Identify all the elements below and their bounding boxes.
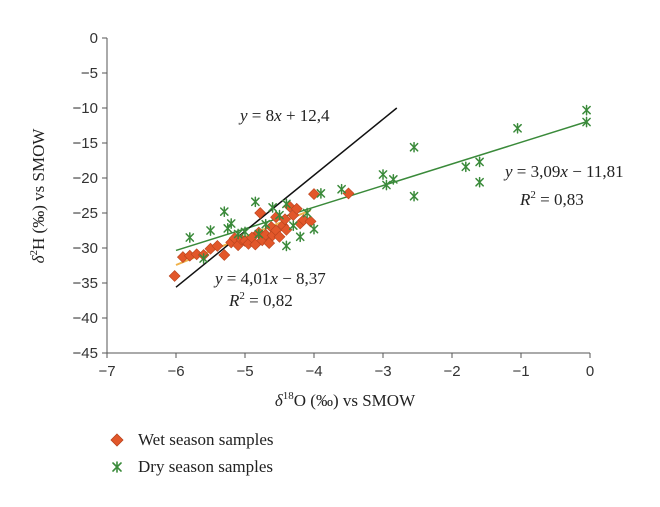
- x-tick-label: −2: [443, 363, 460, 380]
- dry-season-point: [582, 116, 591, 128]
- dry-season-point: [240, 226, 250, 238]
- y-tick-label: −10: [73, 100, 98, 117]
- x-tick-label: −4: [305, 363, 322, 380]
- y-axis-title-rest: H (‰) vs SMOW: [29, 128, 48, 250]
- axes: [102, 37, 591, 358]
- wet-equation: y = 4,01x − 8,37: [213, 269, 326, 288]
- dry-season-point: [219, 206, 229, 217]
- y-tick-label: −5: [81, 65, 98, 82]
- dry-r2-sup: 2: [530, 189, 536, 201]
- dry-season-point: [223, 223, 233, 234]
- dry-equation: y = 3,09x − 11,81: [503, 162, 624, 181]
- dry-season-point: [288, 220, 298, 231]
- x-tick-label: −7: [98, 363, 115, 380]
- x-tick-label: 0: [586, 363, 594, 380]
- dry-season-point: [475, 176, 484, 188]
- tick-labels: 0−5−10−15−20−25−30−35−40−45−7 −6 −5 −4 −3 −2−…: [73, 30, 595, 380]
- dry-season-point: [282, 198, 291, 210]
- dry-eq-y: y: [503, 162, 513, 181]
- legend-item-dry: Dry season samples: [110, 456, 273, 478]
- y-tick-label: 0: [90, 30, 98, 47]
- trendline-gmwl: [175, 107, 398, 288]
- dry-season-point: [337, 183, 346, 195]
- wet-eq-x: x: [269, 269, 278, 288]
- wet-season-point: [290, 202, 303, 215]
- legend-label-wet: Wet season samples: [138, 430, 274, 449]
- x-tick-label: −6: [167, 363, 184, 380]
- diamond-marker-icon: [110, 433, 124, 447]
- wet-season-point: [304, 215, 317, 228]
- dry-season-point: [309, 223, 319, 235]
- y-tick-label: −35: [73, 275, 98, 292]
- dry-season-point: [382, 179, 391, 191]
- dry-season-point: [261, 218, 271, 230]
- dry-season-point: [226, 218, 236, 229]
- y-tick-label: −40: [73, 310, 98, 327]
- scatter-chart: 0−5−10−15−20−25−30−35−40−45−7 −6 −5 −4 −3 −2−…: [28, 30, 624, 410]
- dry-season-point: [378, 169, 388, 180]
- data-points: [168, 104, 591, 282]
- wet-r2: R2 = 0,82: [228, 290, 293, 310]
- wet-season-point: [273, 230, 286, 243]
- dry-r2-r: R: [519, 190, 531, 209]
- dry-season-point: [475, 156, 484, 168]
- dry-season-point: [295, 231, 305, 243]
- dry-season-point: [199, 253, 208, 264]
- dry-season-point: [233, 228, 243, 240]
- x-tick-label: −5: [236, 363, 253, 380]
- gmwl-eq-eq: = 8: [248, 106, 275, 125]
- wet-eq-rest: − 8,37: [278, 269, 326, 288]
- dry-season-point: [251, 196, 260, 208]
- dry-season-point: [185, 232, 195, 243]
- x-tick-label: −3: [374, 363, 391, 380]
- y-tick-label: −45: [73, 345, 98, 362]
- wet-r2-rest: = 0,82: [245, 291, 293, 310]
- dry-season-point: [316, 188, 326, 199]
- y-tick-label: −15: [73, 135, 98, 152]
- dry-eq-rest: − 11,81: [568, 162, 624, 181]
- y-tick-label: −25: [73, 205, 98, 222]
- gmwl-eq-x: x: [273, 106, 282, 125]
- gmwl-eq-rest: + 12,4: [282, 106, 330, 125]
- dry-eq-x: x: [559, 162, 568, 181]
- dry-season-point: [268, 202, 277, 213]
- dry-season-point: [282, 240, 291, 252]
- asterisk-marker-icon: [112, 461, 122, 473]
- dry-season-point: [302, 207, 312, 219]
- dry-season-point: [409, 190, 419, 202]
- dry-eq-eq: = 3,09: [513, 162, 561, 181]
- wet-season-point: [211, 239, 224, 252]
- dry-season-point: [582, 104, 591, 116]
- wet-eq-eq: = 4,01: [223, 269, 271, 288]
- gmwl-equation: y = 8x + 12,4: [238, 106, 330, 125]
- y-axis-title: δ2H (‰) vs SMOW: [28, 128, 48, 264]
- dry-season-point: [461, 161, 471, 173]
- dry-r2-rest: = 0,83: [536, 190, 584, 209]
- wet-season-point: [168, 270, 181, 282]
- wet-season-point: [218, 249, 231, 261]
- x-axis-title: δ18O (‰) vs SMOW: [275, 390, 416, 410]
- dry-r2: R2 = 0,83: [519, 189, 584, 209]
- dry-season-point: [206, 225, 215, 236]
- dry-season-point: [254, 228, 264, 240]
- x-axis-title-rest: O (‰) vs SMOW: [294, 391, 416, 410]
- gmwl-eq-y: y: [238, 106, 248, 125]
- y-axis-title-sup: 2: [28, 250, 40, 256]
- dry-season-point: [275, 209, 284, 221]
- dry-season-point: [513, 122, 522, 134]
- legend-label-dry: Dry season samples: [138, 457, 274, 476]
- x-axis-title-symbol: δ: [275, 391, 284, 410]
- x-axis-title-sup: 18: [283, 390, 295, 402]
- y-axis-title-symbol: δ: [29, 254, 48, 263]
- x-tick-label: −1: [512, 363, 529, 380]
- wet-season-point: [254, 207, 267, 219]
- legend-item-wet: Wet season samples: [110, 429, 274, 451]
- y-tick-label: −30: [73, 240, 98, 257]
- dry-season-point: [389, 174, 398, 185]
- wet-r2-sup: 2: [239, 290, 245, 302]
- y-tick-label: −20: [73, 170, 98, 187]
- dry-season-point: [409, 141, 419, 153]
- wet-r2-r: R: [228, 291, 240, 310]
- wet-eq-y: y: [213, 269, 223, 288]
